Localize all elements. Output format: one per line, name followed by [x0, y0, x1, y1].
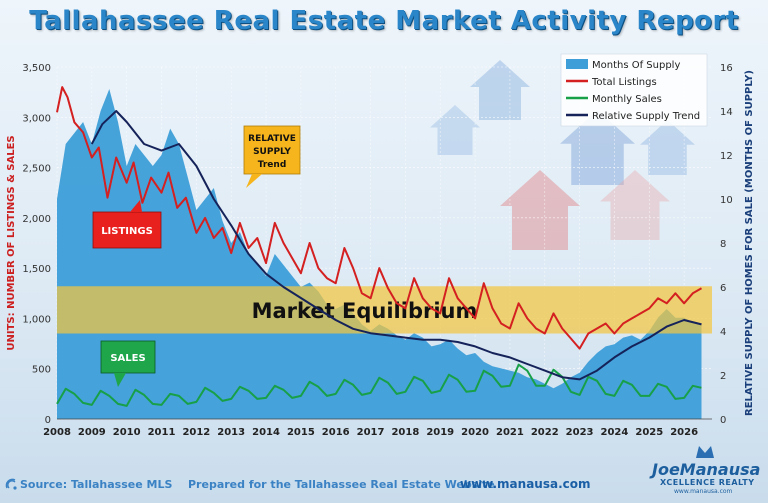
prepared-text: Prepared for the Tallahassee Real Estate… — [188, 478, 495, 491]
logo-site: www.manausa.com — [674, 488, 733, 495]
house-4 — [600, 170, 670, 240]
left-tick-7: 3,500 — [22, 63, 51, 74]
sales-callout-text: SALES — [110, 353, 145, 364]
equilibrium-label: Market Equilibrium — [252, 299, 478, 323]
relative-supply-text-2: Trend — [258, 160, 287, 170]
logo-tagline: XCELLENCE REALTY — [660, 478, 755, 487]
crown-icon — [696, 446, 714, 458]
right-tick-5: 10 — [720, 195, 733, 206]
legend-label-3: Relative Supply Trend — [592, 111, 700, 122]
months-supply-area — [57, 89, 702, 419]
right-tick-2: 4 — [720, 327, 726, 338]
relative-supply-text-0: RELATIVE — [248, 134, 296, 144]
x-tick-2: 2010 — [113, 427, 141, 438]
left-axis-label: UNITS: NUMBER OF LISTINGS & SALES — [6, 135, 17, 350]
x-tick-9: 2017 — [357, 427, 385, 438]
listings-callout-box — [92, 211, 162, 249]
report-title: Tallahassee Real Estate Market Activity … — [29, 6, 739, 36]
x-tick-14: 2022 — [531, 427, 559, 438]
listings-callout-text: LISTINGS — [101, 226, 153, 237]
brand-logo: JoeManausa XCELLENCE REALTY www.manausa.… — [650, 440, 761, 498]
x-tick-13: 2021 — [496, 427, 524, 438]
relative-supply-callout-box — [243, 125, 301, 175]
left-tick-3: 1,500 — [22, 264, 51, 275]
legend-swatch-0 — [566, 59, 588, 69]
logo-name: JoeManausa — [652, 460, 761, 479]
right-tick-8: 16 — [720, 63, 733, 74]
right-tick-6: 12 — [720, 151, 733, 162]
background-houses — [430, 60, 695, 250]
right-tick-7: 14 — [720, 107, 733, 118]
left-tick-6: 3,000 — [22, 113, 51, 124]
house-2 — [640, 120, 695, 175]
x-tick-1: 2009 — [78, 427, 106, 438]
relative-supply-text-1: SUPPLY — [253, 147, 291, 157]
x-tick-16: 2024 — [601, 427, 629, 438]
website-link[interactable]: www.manausa.com — [460, 477, 591, 491]
left-tick-4: 2,000 — [22, 214, 51, 225]
x-tick-4: 2012 — [182, 427, 210, 438]
annotations-layer: RELATIVE SUPPLY Trend LISTINGS SALES — [92, 125, 301, 387]
x-tick-7: 2015 — [287, 427, 315, 438]
house-0 — [470, 60, 530, 120]
sales-callout-pointer — [114, 373, 126, 387]
x-tick-11: 2019 — [426, 427, 454, 438]
relative-supply-trend-line — [90, 110, 702, 381]
right-tick-0: 0 — [720, 415, 726, 426]
left-tick-0: 0 — [45, 415, 51, 426]
legend-label-0: Months Of Supply — [592, 60, 680, 71]
months-supply-area-layer — [57, 89, 702, 419]
x-tick-18: 2026 — [670, 427, 698, 438]
x-tick-6: 2014 — [252, 427, 280, 438]
house-5 — [430, 105, 480, 155]
source-text: Source: Tallahassee MLS — [20, 478, 173, 491]
listings-callout-pointer — [130, 200, 142, 212]
total-listings-line — [56, 86, 702, 350]
x-tick-5: 2013 — [217, 427, 245, 438]
legend: Months Of Supply Total Listings Monthly Sa… — [560, 53, 708, 127]
footer: Source: Tallahassee MLS Prepared for the… — [0, 470, 768, 503]
house-3 — [500, 170, 580, 250]
relative-supply-callout-pointer — [246, 174, 262, 188]
x-tick-0: 2008 — [43, 427, 71, 438]
x-tick-10: 2018 — [391, 427, 419, 438]
series-lines-layer — [56, 86, 702, 407]
monthly-sales-line — [56, 363, 702, 407]
sales-callout-box — [100, 340, 156, 374]
x-tick-3: 2011 — [148, 427, 176, 438]
broadcast-icon — [5, 478, 17, 490]
right-tick-1: 2 — [720, 371, 726, 382]
right-tick-4: 8 — [720, 239, 726, 250]
house-1 — [560, 110, 635, 185]
right-tick-3: 6 — [720, 283, 726, 294]
x-tick-12: 2020 — [461, 427, 489, 438]
left-tick-2: 1,000 — [22, 314, 51, 325]
left-tick-1: 500 — [32, 365, 51, 376]
left-tick-5: 2,500 — [22, 164, 51, 175]
right-axis-label: RELATIVE SUPPLY OF HOMES FOR SALE (MONTH… — [744, 70, 755, 416]
legend-label-2: Monthly Sales — [592, 94, 662, 105]
x-tick-8: 2016 — [322, 427, 350, 438]
x-tick-15: 2023 — [566, 427, 594, 438]
legend-label-1: Total Listings — [591, 77, 657, 88]
equilibrium-band-layer: Market Equilibrium — [57, 286, 712, 334]
axes-layer: 0 500 1,000 1,500 2,000 2,500 3,000 3,500 0 2 4 6 8 1… — [6, 63, 755, 438]
x-tick-17: 2025 — [635, 427, 663, 438]
